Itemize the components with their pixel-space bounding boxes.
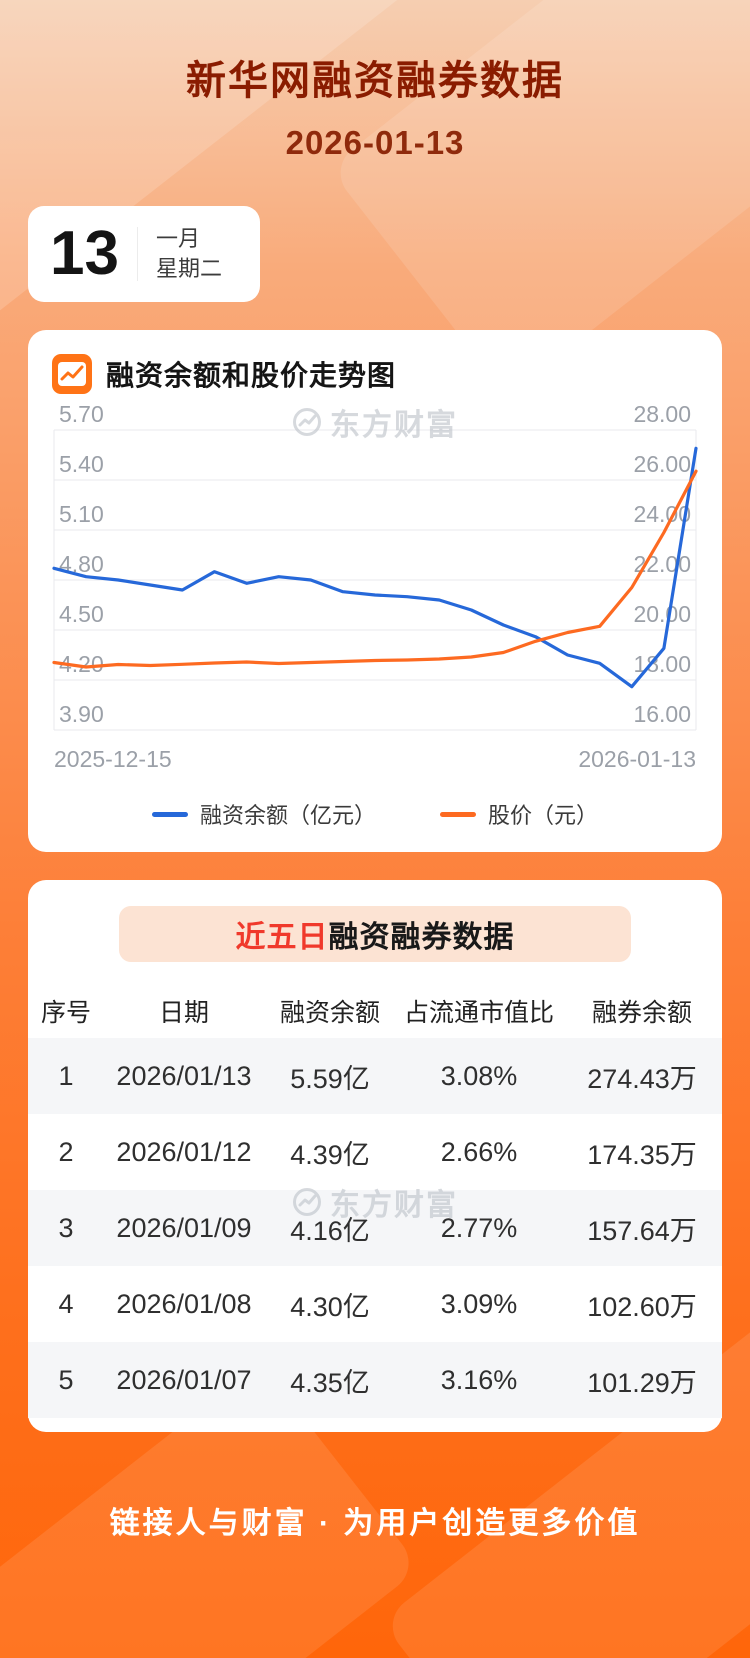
svg-text:4.50: 4.50	[59, 601, 104, 627]
svg-text:4.80: 4.80	[59, 551, 104, 577]
cell-date: 2026/01/07	[116, 1364, 252, 1395]
cell-short-balance: 174.35万	[587, 1139, 697, 1170]
legend-line-blue	[151, 811, 188, 817]
footer: 链接人与财富 · 为用户创造更多价值	[0, 1498, 750, 1542]
cell-index: 5	[58, 1364, 74, 1395]
cell-short-balance: 274.43万	[587, 1063, 697, 1094]
cell-margin-balance: 4.35亿	[290, 1367, 370, 1398]
cell-index: 2	[58, 1136, 74, 1167]
weekday-label: 星期二	[155, 256, 222, 281]
cell-margin-balance: 4.39亿	[290, 1139, 370, 1170]
svg-text:3.90: 3.90	[59, 701, 104, 727]
dual-axis-line-chart: 5.70 28.00 5.40 26.00 5.10 24.00 4.80 22.00 4.50…	[52, 404, 698, 780]
svg-text:5.40: 5.40	[59, 451, 104, 477]
col-header-market-cap-ratio: 占流通市值比	[403, 999, 554, 1027]
chart-legend: 融资余额（亿元） 股价（元）	[52, 798, 698, 830]
table-row: 2 2026/01/12 4.39亿 2.66% 174.35万	[28, 1114, 722, 1190]
table-card: 近五日 融资融券数据 东方财富 序号 日期 融资余额 占流通市值比 融券余额	[28, 880, 722, 1432]
margin-data-table: 序号 日期 融资余额 占流通市值比 融券余额 1 2026/01/13 5.59…	[28, 984, 722, 1418]
day-number: 13	[50, 219, 119, 288]
col-header-date: 日期	[158, 999, 209, 1027]
table-row: 4 2026/01/08 4.30亿 3.09% 102.60万	[28, 1266, 722, 1342]
table-header-row: 序号 日期 融资余额 占流通市值比 融券余额	[28, 984, 722, 1038]
svg-text:26.00: 26.00	[633, 451, 691, 477]
svg-text:28.00: 28.00	[633, 404, 691, 427]
cell-margin-balance: 4.16亿	[290, 1215, 370, 1246]
svg-text:2026-01-13: 2026-01-13	[578, 746, 696, 772]
footer-slogan: 链接人与财富 · 为用户创造更多价值	[109, 1507, 641, 1540]
svg-text:24.00: 24.00	[633, 501, 691, 527]
cell-ratio: 2.66%	[440, 1136, 518, 1167]
col-header-short-balance: 融券余额	[591, 999, 692, 1027]
svg-text:16.00: 16.00	[633, 701, 691, 727]
cell-short-balance: 102.60万	[587, 1291, 697, 1322]
date-meta: 一月 星期二	[156, 224, 222, 284]
page-date: 2026-01-13	[285, 124, 465, 161]
legend-line-orange	[440, 811, 476, 817]
cell-index: 4	[58, 1288, 74, 1319]
cell-ratio: 2.77%	[440, 1212, 518, 1243]
page-title: 新华网融资融券数据	[186, 59, 564, 103]
cell-index: 3	[58, 1212, 74, 1243]
cell-short-balance: 157.64万	[587, 1215, 697, 1246]
col-header-margin-balance: 融资余额	[279, 999, 380, 1027]
legend-item-stock-price: 股价（元）	[440, 798, 598, 830]
legend-label: 股价（元）	[488, 803, 599, 828]
cell-date: 2026/01/12	[116, 1136, 252, 1167]
table-title-pill: 近五日 融资融券数据	[119, 906, 631, 962]
table-title-highlight: 近五日	[235, 921, 329, 954]
table-row: 3 2026/01/09 4.16亿 2.77% 157.64万	[28, 1190, 722, 1266]
cell-margin-balance: 4.30亿	[290, 1291, 370, 1322]
cell-date: 2026/01/09	[116, 1212, 252, 1243]
svg-text:20.00: 20.00	[633, 601, 691, 627]
chart-area: 东方财富 5.70 28.00 5.40 26.00 5.10 24.00 4.80 22.0…	[52, 404, 698, 780]
chart-section-title: 融资余额和股价走势图	[106, 360, 397, 391]
cell-ratio: 3.08%	[440, 1060, 518, 1091]
cell-index: 1	[58, 1060, 74, 1091]
svg-text:22.00: 22.00	[633, 551, 691, 577]
col-header-index: 序号	[40, 999, 91, 1027]
svg-text:5.10: 5.10	[59, 501, 104, 527]
cell-date: 2026/01/13	[116, 1060, 252, 1091]
cell-short-balance: 101.29万	[587, 1367, 697, 1398]
svg-text:2025-12-15: 2025-12-15	[54, 746, 172, 772]
legend-item-margin-balance: 融资余额（亿元）	[151, 798, 376, 830]
month-label: 一月	[155, 226, 200, 251]
legend-label: 融资余额（亿元）	[199, 803, 376, 828]
table-row: 1 2026/01/13 5.59亿 3.08% 274.43万	[28, 1038, 722, 1114]
svg-text:5.70: 5.70	[59, 404, 104, 427]
divider	[136, 227, 138, 281]
table-row: 5 2026/01/07 4.35亿 3.16% 101.29万	[28, 1342, 722, 1418]
cell-date: 2026/01/08	[116, 1288, 252, 1319]
cell-ratio: 3.09%	[440, 1288, 518, 1319]
chart-icon	[52, 354, 92, 394]
cell-margin-balance: 5.59亿	[290, 1063, 370, 1094]
table-title-rest: 融资融券数据	[328, 921, 515, 954]
date-card: 13 一月 星期二	[28, 206, 260, 302]
header: 新华网融资融券数据 2026-01-13	[0, 0, 750, 162]
cell-ratio: 3.16%	[440, 1364, 518, 1395]
chart-card: 融资余额和股价走势图 东方财富 5.70 28.00 5.40 26.00 5.10 24…	[28, 330, 722, 852]
chart-card-header: 融资余额和股价走势图	[52, 354, 698, 394]
